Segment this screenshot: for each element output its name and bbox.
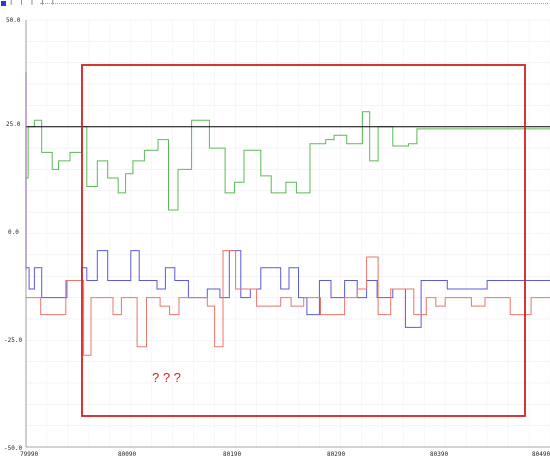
color-square-icon[interactable]	[1, 1, 6, 6]
dotted-separator	[40, 3, 548, 4]
x-tick-label: 80190	[223, 451, 242, 458]
x-tick-label: 80390	[430, 451, 449, 458]
series-line-blue	[26, 250, 550, 328]
y-tick-label: -50.0	[4, 445, 23, 452]
y-tick-label: 25.0	[6, 121, 21, 128]
toolbar: | | | | |	[0, 0, 550, 8]
series-line-red	[26, 250, 550, 356]
grid-lines	[25, 19, 550, 448]
toolbar-ticks: | | | | |	[9, 0, 56, 5]
selection-box	[81, 64, 526, 417]
x-tick-label: 80290	[327, 451, 346, 458]
y-tick-label: 50.0	[6, 17, 21, 24]
y-tick-label: 0.0	[8, 229, 19, 236]
x-tick-label: 80090	[118, 451, 137, 458]
x-tick-label: 80490	[532, 451, 550, 458]
y-tick-label: -25.0	[4, 337, 23, 344]
x-tick-label: 79990	[20, 451, 39, 458]
question-annotation: ? ? ?	[152, 370, 181, 385]
